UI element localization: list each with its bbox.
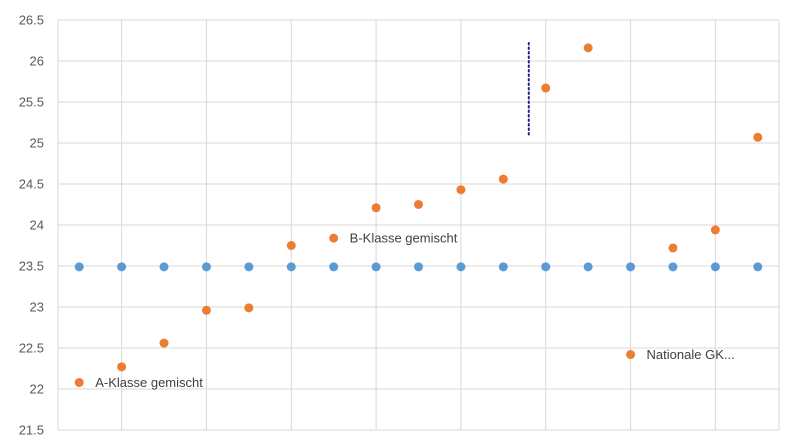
annotation-marker — [626, 350, 636, 360]
y-tick-label: 24.5 — [19, 177, 44, 192]
orange-data-point — [668, 243, 678, 253]
y-tick-label: 22.5 — [19, 341, 44, 356]
blue-data-point — [74, 262, 84, 272]
y-tick-label: 26.5 — [19, 13, 44, 28]
blue-data-point — [753, 262, 763, 272]
y-tick-label: 25 — [30, 136, 44, 151]
orange-data-point — [117, 362, 127, 372]
y-tick-label: 23 — [30, 300, 44, 315]
blue-data-point — [498, 262, 508, 272]
y-axis: 21.5 22 22.5 23 23.5 24 24.5 25 25.5 26 26.5 — [19, 13, 44, 438]
orange-data-point — [414, 200, 423, 209]
blue-data-point — [371, 262, 381, 272]
orange-data-point — [286, 241, 296, 250]
annotation-marker — [74, 377, 84, 387]
data-points — [74, 43, 763, 372]
blue-data-point — [286, 262, 296, 272]
blue-data-point — [456, 262, 466, 272]
y-tick-label: 23.5 — [19, 259, 44, 274]
orange-data-point — [498, 174, 508, 184]
blue-data-point — [159, 262, 169, 272]
orange-data-point — [541, 83, 551, 93]
annotation-label: B-Klasse gemischt — [350, 231, 458, 246]
blue-data-point — [329, 262, 339, 272]
annotation-label: A-Klasse gemischt — [95, 375, 203, 390]
orange-data-point — [753, 132, 763, 142]
blue-data-point — [244, 262, 254, 272]
blue-data-point — [710, 262, 720, 272]
orange-data-point — [244, 303, 254, 313]
blue-data-point — [117, 262, 127, 272]
y-tick-label: 21.5 — [19, 423, 44, 438]
blue-data-point — [583, 262, 593, 272]
orange-data-point — [456, 185, 466, 195]
y-tick-label: 24 — [30, 218, 44, 233]
orange-data-point — [371, 203, 381, 213]
blue-data-point — [414, 262, 423, 272]
orange-data-point — [710, 225, 720, 235]
y-tick-label: 26 — [30, 54, 44, 69]
y-tick-label: 22 — [30, 382, 44, 397]
orange-data-point — [201, 305, 211, 315]
y-tick-label: 25.5 — [19, 95, 44, 110]
blue-data-point — [626, 262, 636, 272]
annotation-marker — [329, 233, 339, 243]
annotation-label: Nationale GK... — [647, 347, 735, 362]
gridlines — [57, 19, 780, 431]
orange-data-point — [159, 338, 169, 348]
blue-data-point — [668, 262, 678, 272]
blue-data-point — [541, 262, 551, 272]
orange-data-point — [583, 43, 593, 53]
annotations: A-Klasse gemischt B-Klasse gemischt Nation… — [74, 231, 735, 390]
blue-data-point — [201, 262, 211, 272]
